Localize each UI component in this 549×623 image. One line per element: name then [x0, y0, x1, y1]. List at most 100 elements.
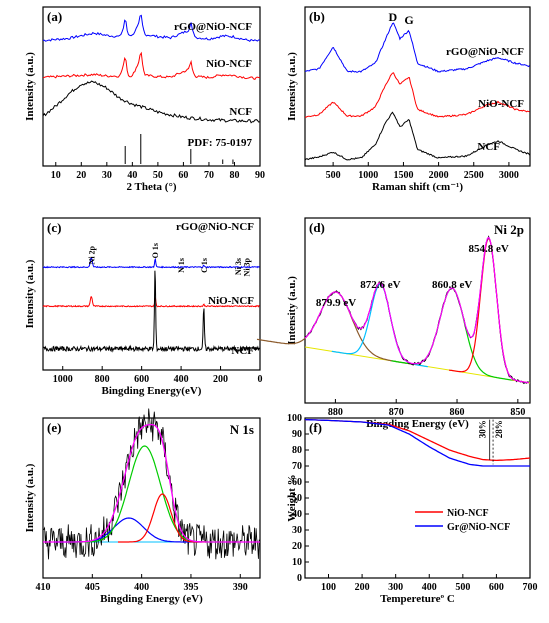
y-tick-label: 80	[292, 445, 302, 456]
series-ncf	[304, 111, 531, 161]
peak-label: Ni 2p	[87, 245, 96, 264]
y-tick-label: 40	[292, 509, 302, 520]
annotation-g: G	[404, 13, 413, 27]
reference-label: PDF: 75-0197	[188, 137, 253, 149]
x-tick-label: 700	[523, 582, 538, 593]
series-label: NCF	[229, 106, 252, 118]
x-tick-label: 200	[213, 374, 228, 385]
x-tick-label: 500	[326, 170, 341, 181]
plot-frame	[304, 417, 531, 579]
x-tick-label: 500	[455, 582, 470, 593]
x-axis-label: 2 Theta (°)	[126, 181, 176, 193]
y-tick-label: 100	[287, 413, 302, 424]
fit-envelope	[43, 423, 260, 543]
peak-label: Ni 3p	[243, 257, 252, 276]
peak-label: N 1s	[177, 258, 186, 273]
x-axis-label: Temperetureº C	[380, 593, 455, 605]
x-tick-label: 1500	[393, 170, 413, 181]
peak-label: 854.8 eV	[468, 243, 508, 255]
series-label: NCF	[477, 141, 500, 153]
x-tick-label: 2000	[429, 170, 449, 181]
peak-label: C 1s	[200, 258, 209, 273]
y-axis-label: Weight %	[286, 474, 298, 521]
x-tick-label: 30	[102, 170, 112, 181]
y-axis-label: Intensity (a.u.)	[286, 52, 298, 121]
x-tick-label: 880	[328, 407, 343, 418]
x-tick-label: 1000	[53, 374, 73, 385]
y-axis-label: Intensity (a.u.)	[24, 52, 36, 121]
x-tick-label: 850	[510, 407, 525, 418]
x-tick-label: 0	[258, 374, 263, 385]
x-tick-label: 405	[85, 582, 100, 593]
panel-5: (e) 410 405 400 395 390 Bingding Energy (eV) In…	[24, 408, 261, 605]
x-axis-label: Bingding Energy (eV)	[100, 593, 203, 605]
series-label: rGO@NiO-NCF	[446, 46, 524, 58]
series-label: rGO@NiO-NCF	[174, 21, 252, 33]
x-axis-label: Raman shift (cm⁻¹)	[372, 181, 463, 193]
legend-label: NiO-NCF	[447, 508, 489, 519]
x-tick-label: 600	[489, 582, 504, 593]
series-label: NiO-NCF	[478, 98, 524, 110]
legend-label: Gr@NiO-NCF	[447, 522, 510, 533]
x-tick-label: 390	[233, 582, 248, 593]
annotation-30: 30%	[478, 420, 488, 438]
x-tick-label: 2500	[464, 170, 484, 181]
x-tick-label: 20	[76, 170, 86, 181]
series-gr-nio-ncf	[304, 418, 530, 467]
series-label: NiO-NCF	[208, 295, 254, 307]
raw-spectrum	[304, 235, 529, 385]
series-nio-ncf	[42, 296, 260, 308]
fit-component	[391, 287, 512, 381]
fit-envelope	[304, 236, 529, 384]
x-tick-label: 400	[422, 582, 437, 593]
x-tick-label: 395	[183, 582, 198, 593]
peak-label: 860.8 eV	[432, 279, 472, 291]
x-tick-label: 400	[174, 374, 189, 385]
x-tick-label: 10	[51, 170, 61, 181]
panel-label: (a)	[47, 9, 62, 24]
y-axis-label: Intensity (a.u.)	[24, 259, 36, 328]
series-ncf	[42, 270, 260, 353]
y-tick-label: 30	[292, 525, 302, 536]
x-tick-label: 600	[134, 374, 149, 385]
y-axis-label: Intensity (a.u.)	[24, 463, 36, 532]
panel-label: (e)	[47, 420, 61, 435]
peak-label: 879.9 eV	[316, 297, 356, 309]
x-tick-label: 70	[204, 170, 214, 181]
peak-label: 872.6 eV	[360, 279, 400, 291]
y-tick-label: 50	[292, 493, 302, 504]
y-tick-label: 70	[292, 461, 302, 472]
plot-frame	[304, 6, 531, 167]
peak-label: Ni 3s	[234, 258, 243, 275]
series-label: rGO@NiO-NCF	[176, 221, 254, 233]
y-axis-label: Intensity (a.u.)	[286, 276, 298, 345]
fit-component	[118, 493, 206, 543]
raw-spectrum	[43, 408, 261, 560]
x-tick-label: 50	[153, 170, 163, 181]
plot-frame	[42, 6, 261, 167]
x-tick-label: 200	[355, 582, 370, 593]
x-tick-label: 100	[321, 582, 336, 593]
series-nio-ncf	[42, 51, 261, 81]
panel-label: (b)	[309, 9, 325, 24]
panel-label: (f)	[309, 420, 322, 435]
x-tick-label: 410	[36, 582, 51, 593]
x-axis-label: Bingding Energy(eV)	[102, 385, 202, 397]
x-tick-label: 870	[389, 407, 404, 418]
series-label: NiO-NCF	[206, 58, 252, 70]
y-tick-label: 90	[292, 429, 302, 440]
x-tick-label: 3000	[499, 170, 519, 181]
x-tick-label: 80	[229, 170, 239, 181]
y-tick-label: 60	[292, 477, 302, 488]
panel-1: (a) 10 20 30 40 50 60 70 80 90 2 Theta (°) Intensit…	[24, 6, 265, 193]
y-tick-label: 10	[292, 557, 302, 568]
series-ncf	[42, 80, 261, 124]
panel-label: (c)	[47, 220, 61, 235]
panel-label: (d)	[309, 220, 325, 235]
annotation-d: D	[389, 10, 398, 24]
x-tick-label: 90	[255, 170, 265, 181]
x-tick-label: 800	[95, 374, 110, 385]
